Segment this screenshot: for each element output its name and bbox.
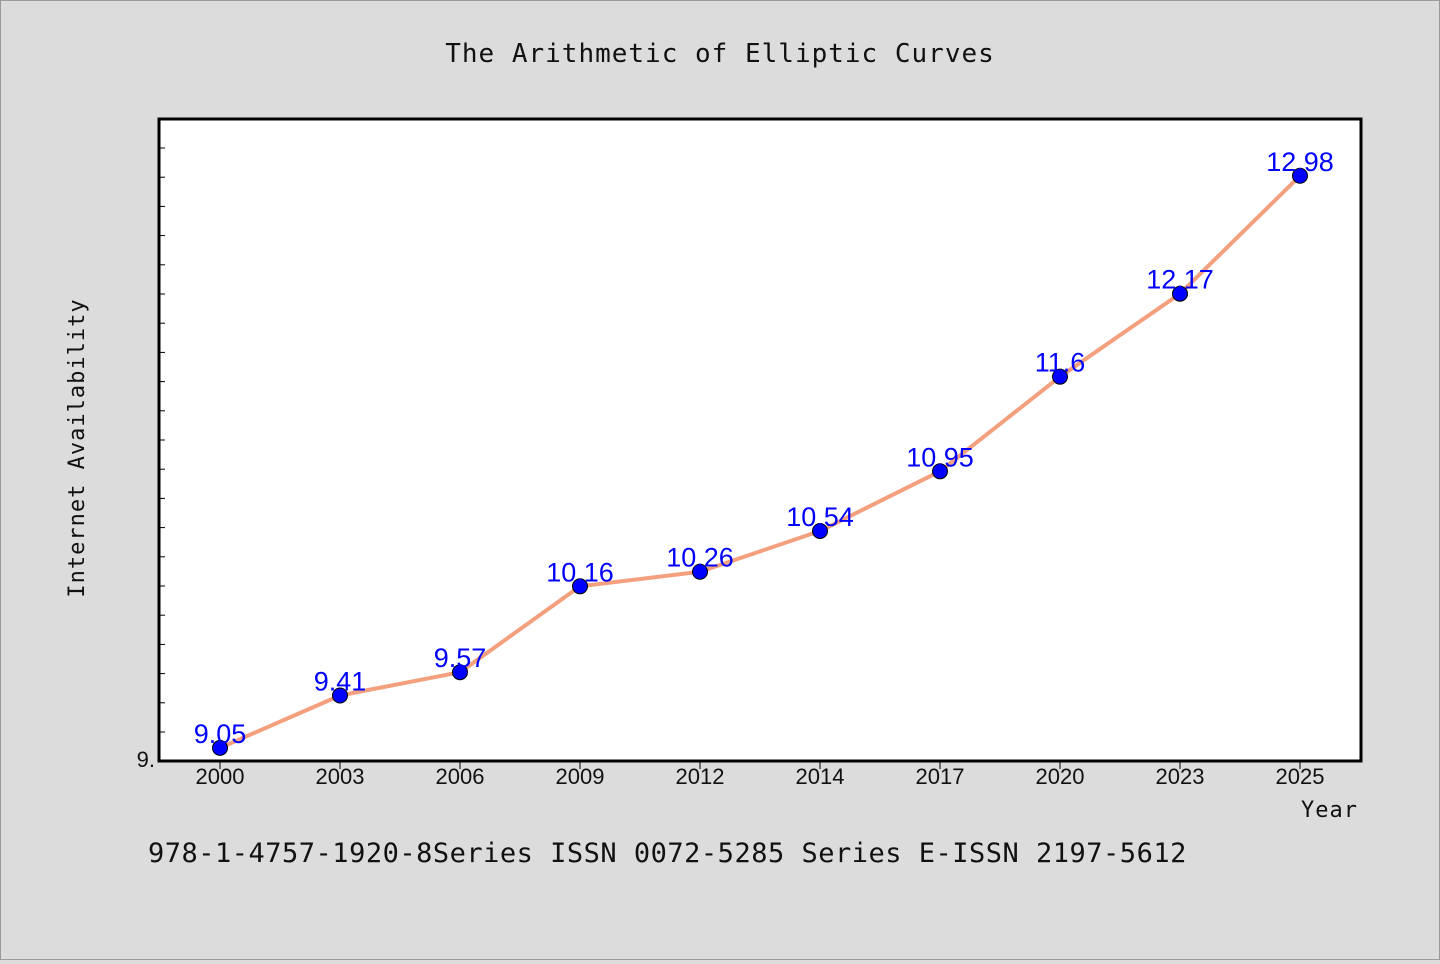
- y-axis-tick-labels: 9.: [137, 747, 155, 772]
- data-point: [692, 563, 708, 580]
- x-tick-label: 2017: [916, 764, 965, 789]
- plot-area: [157, 117, 1363, 763]
- data-point: [332, 687, 348, 704]
- x-tick-label: 2009: [556, 764, 605, 789]
- series-layer: 9.05 9.41 9.57 10.16 10.26 10.54 10.95 11.6 12.1…: [194, 147, 1334, 756]
- data-point: [212, 739, 228, 756]
- isbn-footer: 978-1-4757-1920-8Series ISSN 0072-5285 S…: [148, 838, 1187, 869]
- data-point: [572, 578, 588, 595]
- data-label: 9.05: [194, 719, 247, 749]
- data-label: 12.98: [1266, 147, 1334, 177]
- x-tick-label: 2012: [676, 764, 725, 789]
- x-tick-label: 2014: [796, 764, 845, 789]
- x-tick-label: 2023: [1156, 764, 1205, 789]
- data-label: 11.6: [1035, 348, 1086, 378]
- data-label: 10.26: [666, 543, 734, 573]
- data-label: 10.95: [906, 442, 974, 472]
- x-tick-label: 2003: [316, 764, 365, 789]
- y-tick-label: 9.: [137, 747, 155, 772]
- x-tick-label: 2000: [196, 764, 245, 789]
- x-tick-label: 2020: [1036, 764, 1085, 789]
- data-point: [812, 522, 828, 539]
- data-point: [1172, 285, 1188, 302]
- data-point: [452, 664, 468, 681]
- y-axis-label: Internet Availability: [65, 298, 90, 597]
- data-point: [1052, 368, 1068, 385]
- data-point: [1292, 167, 1308, 184]
- series-line: [219, 174, 1302, 750]
- y-axis-ticks: [159, 147, 165, 733]
- data-point: [932, 463, 948, 480]
- data-label: 9.57: [434, 643, 487, 673]
- x-axis-label: Year: [1301, 798, 1358, 823]
- data-label: 10.54: [786, 502, 854, 532]
- chart-title: The Arithmetic of Elliptic Curves: [445, 39, 995, 69]
- data-label: 12.17: [1146, 265, 1214, 295]
- x-axis-tick-labels: 2000 2003 2006 2009 2012 2014 2017 2020 2023 2025: [196, 764, 1325, 789]
- data-label: 9.41: [314, 666, 367, 696]
- x-tick-label: 2006: [436, 764, 485, 789]
- x-tick-label: 2025: [1276, 764, 1325, 789]
- x-axis-ticks: [219, 761, 1301, 769]
- data-label: 10.16: [546, 557, 614, 587]
